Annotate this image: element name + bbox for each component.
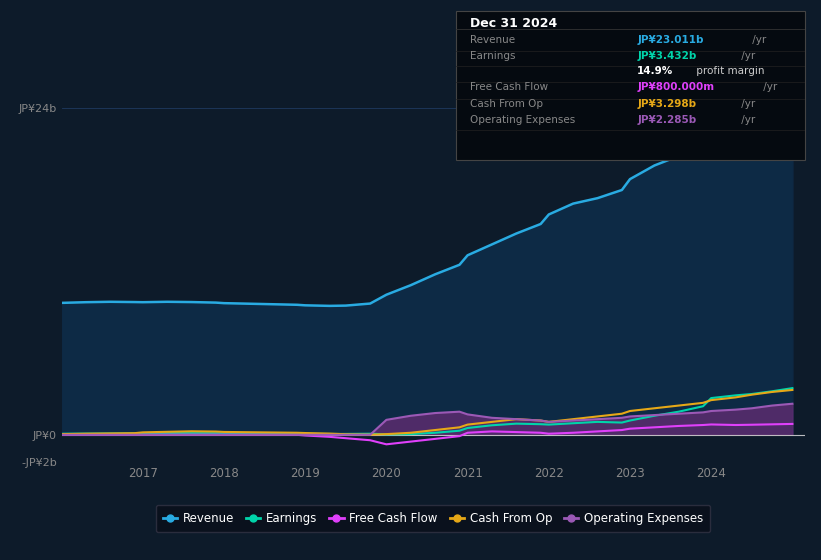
Text: Revenue: Revenue xyxy=(470,35,515,45)
Text: Free Cash Flow: Free Cash Flow xyxy=(470,82,548,92)
Text: Operating Expenses: Operating Expenses xyxy=(470,115,575,125)
Text: JP¥800.000m: JP¥800.000m xyxy=(637,82,714,92)
Text: /yr: /yr xyxy=(737,115,754,125)
Text: JP¥23.011b: JP¥23.011b xyxy=(637,35,704,45)
Text: JP¥2.285b: JP¥2.285b xyxy=(637,115,696,125)
Text: 14.9%: 14.9% xyxy=(637,66,673,76)
Text: JP¥3.432b: JP¥3.432b xyxy=(637,52,696,61)
Text: JP¥3.298b: JP¥3.298b xyxy=(637,99,696,109)
Text: Dec 31 2024: Dec 31 2024 xyxy=(470,17,557,30)
Text: /yr: /yr xyxy=(737,99,754,109)
Text: Earnings: Earnings xyxy=(470,52,515,61)
Text: /yr: /yr xyxy=(760,82,777,92)
Legend: Revenue, Earnings, Free Cash Flow, Cash From Op, Operating Expenses: Revenue, Earnings, Free Cash Flow, Cash … xyxy=(156,505,710,532)
Text: profit margin: profit margin xyxy=(693,66,764,76)
Text: /yr: /yr xyxy=(737,52,754,61)
Text: Cash From Op: Cash From Op xyxy=(470,99,543,109)
Text: /yr: /yr xyxy=(749,35,766,45)
